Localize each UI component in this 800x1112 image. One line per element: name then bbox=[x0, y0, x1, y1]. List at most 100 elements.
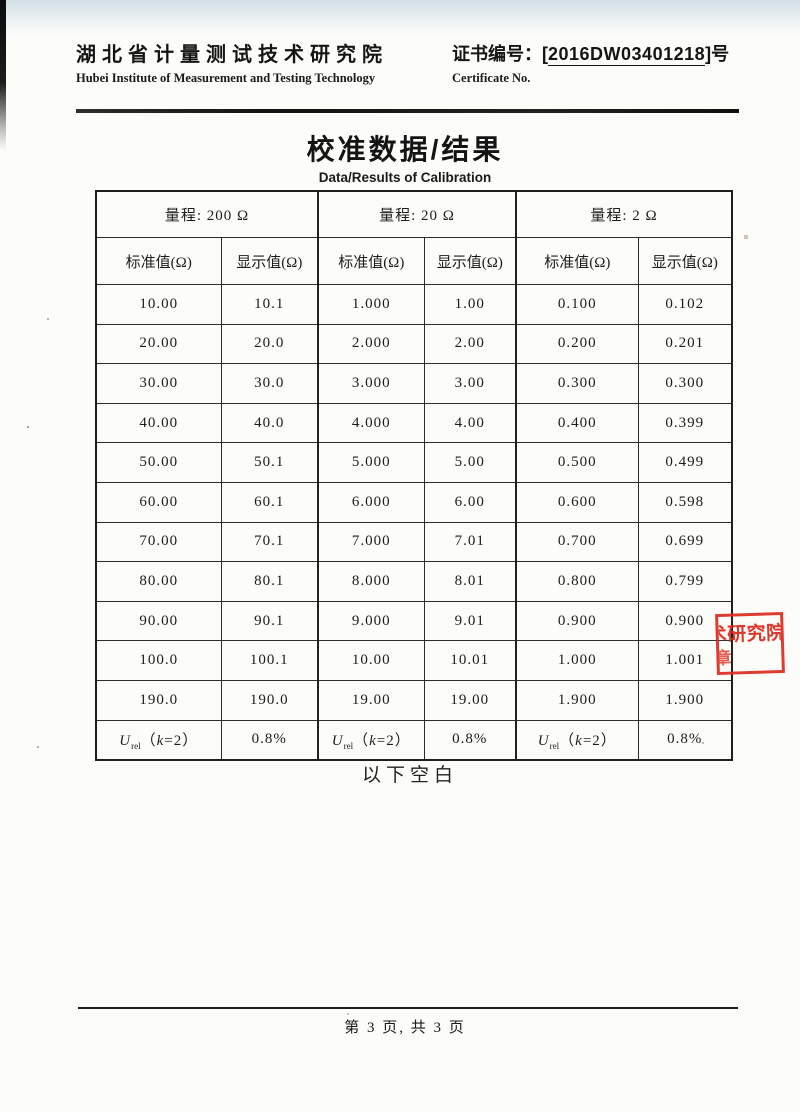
table-cell: 5.000 bbox=[317, 442, 425, 483]
column-header: 显示值(Ω) bbox=[220, 237, 319, 285]
table-cell: 4.00 bbox=[423, 402, 517, 444]
table-cell: 60.00 bbox=[95, 481, 222, 523]
table-cell: 30.00 bbox=[95, 363, 222, 404]
table-cell: 70.00 bbox=[95, 521, 222, 563]
table-cell: 80.00 bbox=[95, 561, 222, 602]
certificate-number-line: 证书编号：[2016DW03401218]号 bbox=[452, 40, 729, 66]
table-cell: 0.900 bbox=[515, 600, 639, 642]
table-row: 190.0 190.0 19.00 19.00 1.900 1.900 bbox=[95, 679, 733, 721]
column-header: 显示值(Ω) bbox=[423, 237, 517, 285]
table-cell: 0.399 bbox=[637, 402, 733, 444]
uncertainty-paren-close: =2） bbox=[164, 732, 199, 749]
table-cell: 100.1 bbox=[220, 640, 319, 681]
certificate-number-label: 证书编号： bbox=[452, 44, 542, 64]
uncertainty-paren-open: （ bbox=[559, 732, 576, 749]
table-row: 20.00 20.0 2.000 2.00 0.200 0.201 bbox=[95, 323, 733, 365]
certificate-number-block: 证书编号：[2016DW03401218]号 Certificate No. bbox=[452, 40, 729, 86]
table-cell: 10.00 bbox=[317, 640, 425, 681]
table-row: 100.0 100.1 10.00 10.01 1.000 1.001 bbox=[95, 640, 733, 681]
uncertainty-row: Urel（k=2） 0.8% Urel（k=2） 0.8% Urel（k=2） … bbox=[95, 719, 733, 761]
uncertainty-label-cell: Urel（k=2） bbox=[317, 719, 425, 761]
footer-rule bbox=[78, 1007, 738, 1009]
table-cell: 0.900 bbox=[637, 600, 733, 642]
certificate-number-label-en: Certificate No. bbox=[452, 71, 531, 85]
table-cell: 30.0 bbox=[220, 363, 319, 404]
uncertainty-k: k bbox=[369, 732, 377, 749]
table-cell: 6.00 bbox=[423, 481, 517, 523]
table-row: 10.00 10.1 1.000 1.00 0.100 0.102 bbox=[95, 284, 733, 325]
table-row: 30.00 30.0 3.000 3.00 0.300 0.300 bbox=[95, 363, 733, 404]
range-header-row: 量程: 200 Ω 量程: 20 Ω 量程: 2 Ω bbox=[95, 190, 733, 238]
table-row: 40.00 40.0 4.000 4.00 0.400 0.399 bbox=[95, 402, 733, 444]
column-header: 显示值(Ω) bbox=[637, 237, 733, 285]
table-cell: 60.1 bbox=[220, 481, 319, 523]
table-cell: 20.0 bbox=[220, 323, 319, 365]
table-cell: 7.01 bbox=[423, 521, 517, 563]
uncertainty-paren-close: =2） bbox=[582, 732, 617, 749]
uncertainty-symbol: U bbox=[537, 732, 550, 749]
table-row: 70.00 70.1 7.000 7.01 0.700 0.699 bbox=[95, 521, 733, 563]
table-cell: 2.000 bbox=[317, 323, 425, 365]
table-cell: 1.000 bbox=[515, 640, 639, 681]
table-cell: 10.1 bbox=[220, 284, 319, 325]
table-cell: 19.00 bbox=[423, 679, 517, 721]
table-cell: 0.600 bbox=[515, 481, 639, 523]
uncertainty-symbol: U bbox=[331, 732, 344, 749]
table-cell: 0.799 bbox=[637, 561, 733, 602]
scan-edge-tint bbox=[0, 0, 800, 42]
table-cell: 0.499 bbox=[637, 442, 733, 483]
uncertainty-paren-close: =2） bbox=[376, 732, 411, 749]
uncertainty-label-cell: Urel（k=2） bbox=[515, 719, 639, 761]
table-cell: 10.01 bbox=[423, 640, 517, 681]
table-cell: 100.0 bbox=[95, 640, 222, 681]
table-cell: 1.900 bbox=[515, 679, 639, 721]
table-row: 50.00 50.1 5.000 5.00 0.500 0.499 bbox=[95, 442, 733, 483]
column-header: 标准值(Ω) bbox=[317, 237, 425, 285]
range-header-200: 量程: 200 Ω bbox=[95, 190, 319, 238]
table-row: 90.00 90.1 9.000 9.01 0.900 0.900 bbox=[95, 600, 733, 642]
uncertainty-subscript: rel bbox=[549, 740, 560, 751]
uncertainty-label-cell: Urel（k=2） bbox=[95, 719, 222, 761]
table-cell: 2.00 bbox=[423, 323, 517, 365]
column-header-row: 标准值(Ω) 显示值(Ω) 标准值(Ω) 显示值(Ω) 标准值(Ω) 显示值(Ω… bbox=[95, 237, 733, 285]
table-cell: 9.01 bbox=[423, 600, 517, 642]
uncertainty-k: k bbox=[575, 732, 583, 749]
table-cell: 1.000 bbox=[317, 284, 425, 325]
table-cell: 4.000 bbox=[317, 402, 425, 444]
table-cell: 1.001 bbox=[637, 640, 733, 681]
table-cell: 0.699 bbox=[637, 521, 733, 563]
uncertainty-value-cell: 0.8% bbox=[423, 719, 517, 761]
uncertainty-label: Urel（k=2） bbox=[331, 732, 411, 751]
table-cell: 0.300 bbox=[637, 363, 733, 404]
certificate-bracket-close: ]号 bbox=[705, 44, 730, 64]
table-cell: 0.300 bbox=[515, 363, 639, 404]
certificate-bracket-open: [ bbox=[542, 44, 548, 64]
institute-name-en: Hubei Institute of Measurement and Testi… bbox=[76, 71, 376, 85]
certificate-number: 2016DW03401218 bbox=[548, 44, 706, 66]
red-seal-stamp: 术研究院 章 bbox=[715, 611, 785, 676]
table-cell: 0.500 bbox=[515, 442, 639, 483]
table-cell: 0.102 bbox=[637, 284, 733, 325]
blank-below-note: 以下空白 bbox=[361, 765, 458, 786]
table-cell: 8.01 bbox=[423, 561, 517, 602]
uncertainty-value-cell: 0.8% bbox=[220, 719, 319, 761]
table-cell: 80.1 bbox=[220, 561, 319, 602]
institute-name-cn: 湖北省计量测试技术研究院 bbox=[76, 44, 388, 66]
table-cell: 50.1 bbox=[220, 442, 319, 483]
column-header: 标准值(Ω) bbox=[515, 237, 639, 285]
table-cell: 6.000 bbox=[317, 481, 425, 523]
uncertainty-label: Urel（k=2） bbox=[537, 732, 617, 751]
column-header: 标准值(Ω) bbox=[95, 237, 222, 285]
table-cell: 0.800 bbox=[515, 561, 639, 602]
table-cell: 1.900 bbox=[637, 679, 733, 721]
uncertainty-label: Urel（k=2） bbox=[119, 732, 199, 751]
uncertainty-k: k bbox=[156, 732, 165, 749]
table-row: 80.00 80.1 8.000 8.01 0.800 0.799 bbox=[95, 561, 733, 602]
uncertainty-subscript: rel bbox=[343, 740, 354, 751]
uncertainty-symbol: U bbox=[119, 732, 132, 749]
table-cell: 9.000 bbox=[317, 600, 425, 642]
table-cell: 90.00 bbox=[95, 600, 222, 642]
table-cell: 50.00 bbox=[95, 442, 222, 483]
page-subtitle: Data/Results of Calibration bbox=[318, 170, 492, 185]
